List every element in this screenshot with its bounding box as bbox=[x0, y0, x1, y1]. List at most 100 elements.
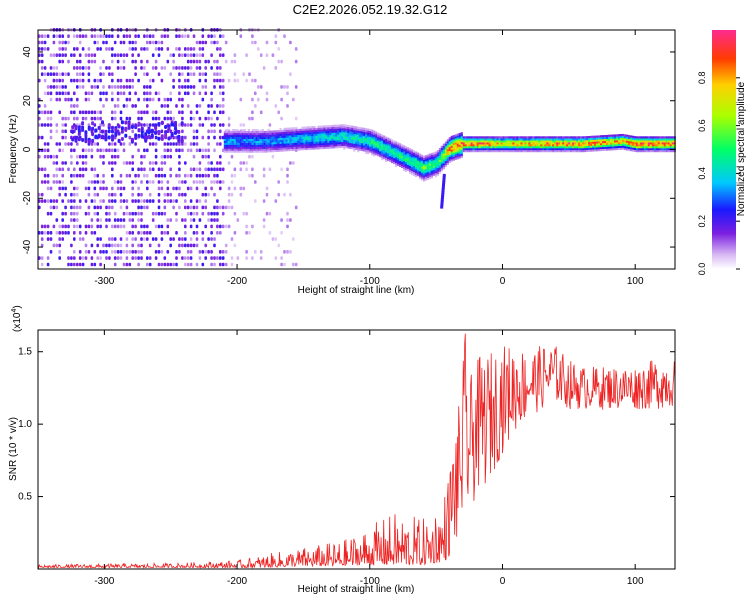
spectrogram-ridge-cell bbox=[253, 129, 256, 132]
spectrogram-noise-cell bbox=[111, 173, 114, 178]
spectrogram-ridge-cell bbox=[540, 138, 543, 141]
spectrogram-noise-cell bbox=[64, 85, 67, 89]
spectrogram-noise-cell bbox=[201, 72, 205, 76]
spectrogram-noise-cell bbox=[213, 34, 216, 38]
spectrogram-ridge-cell bbox=[625, 138, 629, 141]
spectrogram-ridge-cell bbox=[355, 138, 358, 141]
spectrogram-ridge-cell bbox=[470, 148, 473, 151]
spectrogram-x-axis: -300 -200 -100 0 100 bbox=[94, 30, 644, 287]
spectrogram-ridge-cell bbox=[655, 150, 658, 153]
spectrogram-ridge-cell bbox=[299, 144, 302, 147]
spectrogram-ridge-cell bbox=[361, 135, 364, 138]
spectrogram-noise-cell bbox=[286, 104, 289, 108]
spectrogram-noise-cell bbox=[102, 154, 105, 159]
spectrogram-noise-cell bbox=[230, 262, 234, 267]
spectrogram-ridge-cell bbox=[345, 142, 348, 145]
spectrogram-noise-cell bbox=[192, 218, 196, 222]
spectrogram-noise-cell bbox=[43, 148, 47, 153]
spectrogram-noise-cell bbox=[61, 211, 64, 216]
spectrogram-noise-cell bbox=[181, 34, 184, 38]
spectrogram-noise-cell bbox=[108, 199, 111, 203]
spectrogram-ridge-cell bbox=[536, 140, 539, 143]
spectrogram-noise-cell bbox=[93, 262, 97, 267]
spectrogram-ridge-cell bbox=[327, 129, 330, 132]
spectrogram-ridge-cell bbox=[610, 146, 613, 149]
spectrogram-noise-cell bbox=[157, 97, 161, 102]
spectrogram-ridge-cell bbox=[474, 146, 477, 149]
spectrogram-noise-cell bbox=[204, 154, 207, 159]
spectrogram-noise-cell bbox=[76, 85, 79, 89]
spectrogram-noise-cell bbox=[184, 243, 187, 248]
spectrogram-ridge-cell bbox=[432, 167, 435, 170]
spectrogram-noise-cell bbox=[167, 126, 171, 131]
spectrogram-ridge-cell bbox=[412, 156, 416, 159]
spectrogram-ridge-cell bbox=[504, 150, 507, 153]
spectrogram-noise-cell bbox=[259, 110, 263, 115]
spectrogram-ridge-cell bbox=[359, 136, 362, 139]
spectrogram-ridge-cell bbox=[397, 150, 400, 153]
spectrogram-ridge-cell bbox=[532, 142, 535, 145]
spectrogram-noise-cell bbox=[207, 142, 210, 146]
spectrogram-ridge-cell bbox=[476, 148, 479, 151]
spectrogram-noise-cell bbox=[172, 53, 175, 57]
spectrogram-noise-cell bbox=[46, 262, 50, 267]
spectrogram-noise-cell bbox=[210, 167, 213, 172]
spectrogram-ridge-cell bbox=[365, 130, 368, 133]
spectrogram-ridge-cell bbox=[263, 138, 266, 141]
spectrogram-noise-cell bbox=[81, 262, 85, 267]
spectrogram-noise-cell bbox=[77, 128, 81, 133]
spectrogram-ridge-cell bbox=[231, 140, 234, 143]
spectrogram-noise-cell bbox=[160, 250, 164, 254]
spectrogram-ridge-cell bbox=[267, 144, 270, 147]
spectrogram-noise-cell bbox=[219, 167, 222, 172]
spectrogram-ridge-cell bbox=[225, 142, 228, 145]
spectrogram-noise-cell bbox=[204, 72, 207, 76]
spectrogram-noise-cell bbox=[227, 186, 231, 191]
spectrogram-ridge-cell bbox=[480, 148, 483, 151]
spectrogram-ridge-cell bbox=[486, 146, 489, 149]
spectrogram-ridge-cell bbox=[562, 148, 565, 151]
spectrogram-noise-cell bbox=[125, 243, 129, 248]
spectrogram-ridge-cell bbox=[629, 137, 633, 140]
spectrogram-noise-cell bbox=[84, 186, 88, 191]
spectrogram-ridge-cell bbox=[225, 144, 228, 147]
spectrogram-ridge-cell bbox=[647, 148, 650, 151]
spectrogram-ridge-cell bbox=[281, 133, 284, 136]
spectrogram-noise-cell bbox=[178, 167, 181, 172]
spectrogram-noise-cell bbox=[166, 180, 170, 184]
spectrogram-noise-cell bbox=[166, 250, 170, 254]
spectrogram-ridge-cell bbox=[486, 136, 489, 139]
spectrogram-noise-cell bbox=[192, 154, 196, 159]
spectrogram-noise-cell bbox=[93, 205, 97, 210]
spectrogram-ridge-cell bbox=[408, 159, 412, 163]
spectrogram-noise-cell bbox=[113, 154, 117, 159]
spectrogram-ridge-cell bbox=[353, 149, 356, 152]
spectrogram-ridge-cell bbox=[406, 149, 410, 152]
spectrogram-noise-cell bbox=[108, 47, 111, 51]
spectrogram-ridge-cell bbox=[323, 125, 326, 128]
spectrogram-ridge-cell bbox=[590, 149, 593, 152]
spectrogram-noise-cell bbox=[180, 121, 184, 126]
spectrogram-noise-cell bbox=[108, 161, 111, 165]
spectrogram-ridge-cell bbox=[432, 154, 435, 157]
spectrogram-noise-cell bbox=[140, 116, 143, 121]
spectrogram-ridge-cell bbox=[341, 139, 344, 143]
spectrogram-noise-cell bbox=[46, 154, 50, 159]
spectrogram-noise-cell bbox=[128, 173, 132, 178]
spectrogram-ridge-cell bbox=[468, 150, 471, 153]
spectrogram-ridge-cell bbox=[633, 141, 637, 145]
spectrogram-noise-cell bbox=[210, 161, 213, 165]
spectrogram-noise-cell bbox=[219, 66, 222, 70]
spectrogram-ridge-cell bbox=[637, 146, 640, 149]
spectrogram-noise-cell bbox=[219, 256, 222, 260]
spectrogram-ridge-cell bbox=[564, 148, 567, 151]
spectrogram-ridge-cell bbox=[373, 148, 376, 151]
spectrogram-noise-cell bbox=[157, 40, 161, 45]
spectrogram-noise-cell bbox=[105, 148, 108, 153]
spectrogram-noise-cell bbox=[128, 40, 132, 45]
spectrogram-noise-cell bbox=[111, 85, 114, 89]
spectrogram-noise-cell bbox=[46, 231, 50, 235]
spectrogram-ridge-cell bbox=[488, 148, 491, 151]
spectrogram-ridge-cell bbox=[351, 137, 354, 140]
spectrogram-ridge-cell bbox=[454, 153, 457, 157]
